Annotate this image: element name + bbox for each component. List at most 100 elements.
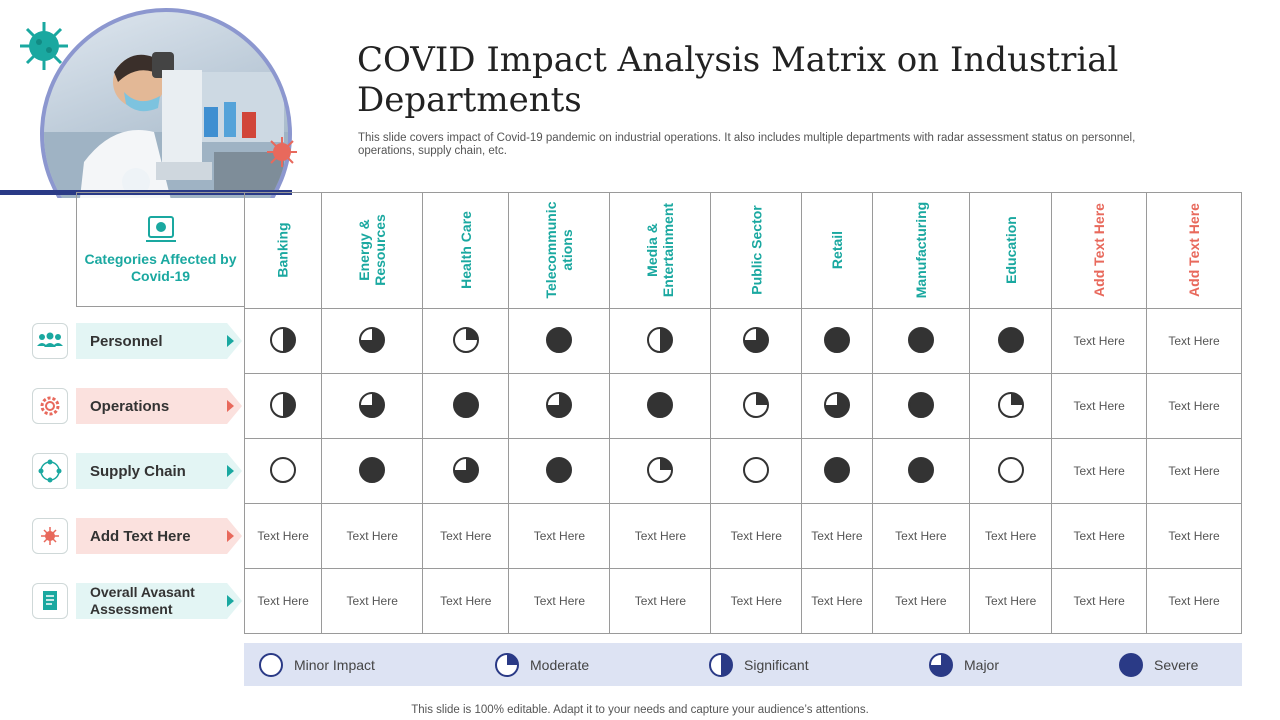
chevron-right-icon [227, 400, 234, 412]
legend-harvey-icon [495, 653, 519, 677]
column-header-label: Manufacturing [912, 201, 929, 298]
matrix-cell: Text Here [801, 503, 873, 569]
categories-header: Categories Affected by Covid-19 [76, 192, 244, 307]
matrix-cell [321, 373, 424, 439]
people-icon [32, 323, 68, 359]
cell-text: Text Here [811, 594, 863, 608]
matrix-cell [969, 438, 1053, 504]
page-title: COVID Impact Analysis Matrix on Industri… [357, 40, 1119, 120]
chevron-right-icon [227, 530, 234, 542]
matrix-cell: Text Here [1051, 308, 1148, 374]
column-header: Media & Entertainment [609, 192, 712, 309]
matrix-cell [969, 373, 1053, 439]
harvey-ball-icon [647, 456, 674, 483]
cell-text: Text Here [634, 594, 687, 608]
matrix-cell: Text Here [801, 568, 873, 634]
matrix-cell [243, 308, 323, 374]
cell-text: Text Here [730, 529, 782, 543]
row-label: Add Text Here [90, 527, 191, 545]
matrix-cell [609, 308, 712, 374]
matrix-cell: Text Here [422, 568, 510, 634]
monitor-icon [145, 215, 176, 242]
matrix-cell: Text Here [1051, 438, 1148, 504]
matrix-cell [609, 438, 712, 504]
column-header-label: Media & Entertainment [644, 202, 677, 297]
harvey-ball-icon [907, 326, 934, 353]
harvey-ball-icon [743, 456, 770, 483]
footer-note: This slide is 100% editable. Adapt it to… [411, 704, 869, 716]
matrix-cell: Text Here [1051, 373, 1148, 439]
legend-harvey-icon [929, 653, 953, 677]
harvey-ball-icon [452, 456, 479, 483]
virus-icon-red [267, 137, 297, 167]
matrix-cell: Text Here [969, 568, 1053, 634]
matrix-table: Banking Energy & Resources Health Care Tele… [243, 192, 1242, 634]
column-header-label: Telecommunic ations [543, 201, 576, 298]
harvey-ball-icon [647, 391, 674, 418]
cell-text: Text Here [346, 529, 398, 543]
matrix-cell [422, 373, 510, 439]
page-subtitle: This slide covers impact of Covid-19 pan… [358, 132, 1136, 157]
matrix-cell [243, 438, 323, 504]
legend-item: Moderate [494, 653, 589, 677]
harvey-ball-icon [270, 326, 297, 353]
column-header: Public Sector [710, 192, 803, 309]
matrix-cell: Text Here [710, 568, 803, 634]
legend-item: Significant [708, 653, 809, 677]
impact-legend: Minor Impact Moderate Significant Major Seve… [244, 643, 1242, 686]
column-header: Retail [801, 192, 873, 309]
matrix-cell: Text Here [243, 503, 323, 569]
harvey-ball-icon [743, 391, 770, 418]
harvey-ball-icon [359, 326, 386, 353]
row-header: Operations [32, 388, 242, 426]
cell-text: Text Here [440, 594, 492, 608]
cell-text: Text Here [984, 529, 1037, 543]
harvey-ball-icon [359, 456, 386, 483]
legend-harvey-icon [709, 653, 733, 677]
lab-photo-circle [40, 8, 292, 198]
matrix-cell [801, 373, 873, 439]
table-row: Text Here Text Here Text Here Text Here Text… [243, 568, 1242, 634]
harvey-ball-icon [823, 456, 850, 483]
harvey-ball-icon [907, 456, 934, 483]
row-header: Overall Avasant Assessment [32, 583, 242, 621]
row-label: Operations [90, 397, 170, 415]
legend-label: Minor Impact [294, 657, 375, 673]
chevron-right-icon [227, 465, 234, 477]
matrix-cell [422, 438, 510, 504]
matrix-cell: Text Here [710, 503, 803, 569]
cell-text: Text Here [811, 529, 863, 543]
cell-text: Text Here [984, 594, 1037, 608]
lab-scientist-image [44, 52, 288, 198]
matrix-cell [801, 438, 873, 504]
chevron-right-icon [227, 335, 234, 347]
harvey-ball-icon [270, 391, 297, 418]
matrix-cell: Text Here [1146, 308, 1242, 374]
column-header-label: Add Text Here [1186, 202, 1203, 297]
harvey-ball-icon [997, 391, 1024, 418]
row-label: Personnel [90, 332, 163, 350]
matrix-cell [321, 308, 424, 374]
header-photo [0, 0, 300, 200]
matrix-cell: Text Here [508, 568, 611, 634]
report-icon [32, 583, 68, 619]
row-header: Add Text Here [32, 518, 242, 556]
matrix-cell: Text Here [1146, 373, 1242, 439]
matrix-cell [871, 438, 971, 504]
cell-text: Text Here [1168, 464, 1220, 478]
harvey-ball-icon [546, 391, 573, 418]
gear-icon [32, 388, 68, 424]
cell-text: Text Here [533, 529, 586, 543]
cell-text: Text Here [895, 529, 947, 543]
column-header: Telecommunic ations [508, 192, 611, 309]
row-label-tag: Supply Chain [76, 453, 242, 489]
matrix-cell: Text Here [243, 568, 323, 634]
legend-harvey-icon [1119, 653, 1143, 677]
legend-label: Significant [744, 657, 809, 673]
row-label: Supply Chain [90, 462, 186, 480]
virus-icon [20, 22, 68, 70]
matrix-cell: Text Here [609, 568, 712, 634]
column-header: Banking [243, 192, 323, 309]
matrix-cell [508, 373, 611, 439]
cell-text: Text Here [1073, 594, 1125, 608]
